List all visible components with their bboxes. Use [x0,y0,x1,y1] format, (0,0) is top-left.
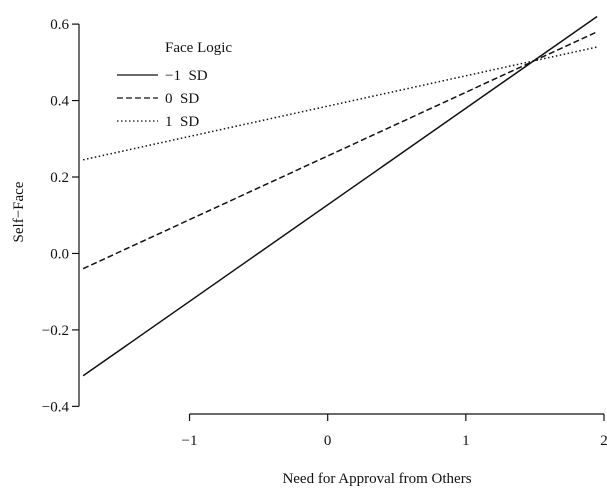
series-line-solid [82,15,598,377]
legend-title: Face Logic [165,40,232,56]
series-lines [82,15,598,377]
y-tick-label: −0.4 [42,399,70,415]
y-tick-label: 0.2 [50,170,69,186]
legend-label: 0 SD [165,91,199,107]
y-axis-label: Self−Face [11,181,27,242]
legend-label: −1 SD [165,68,208,84]
series-line-dotted [82,46,598,161]
axes: −0.4 −0.2 0.0 0.2 0.4 0.6 −1 0 1 2 [42,17,607,449]
x-axis-label: Need for Approval from Others [282,471,471,487]
x-tick-label: 0 [324,433,332,449]
x-tick-label: −1 [182,433,198,449]
y-tick-label: 0.0 [50,246,69,262]
series-line-dashed [82,31,598,270]
y-tick-label: −0.2 [42,323,69,339]
y-tick-label: 0.4 [50,94,69,110]
legend: Face Logic −1 SD 0 SD 1 SD [117,40,232,130]
x-tick-label: 1 [462,433,470,449]
legend-label: 1 SD [165,114,199,130]
y-tick-label: 0.6 [50,17,69,33]
x-tick-label: 2 [600,433,607,449]
